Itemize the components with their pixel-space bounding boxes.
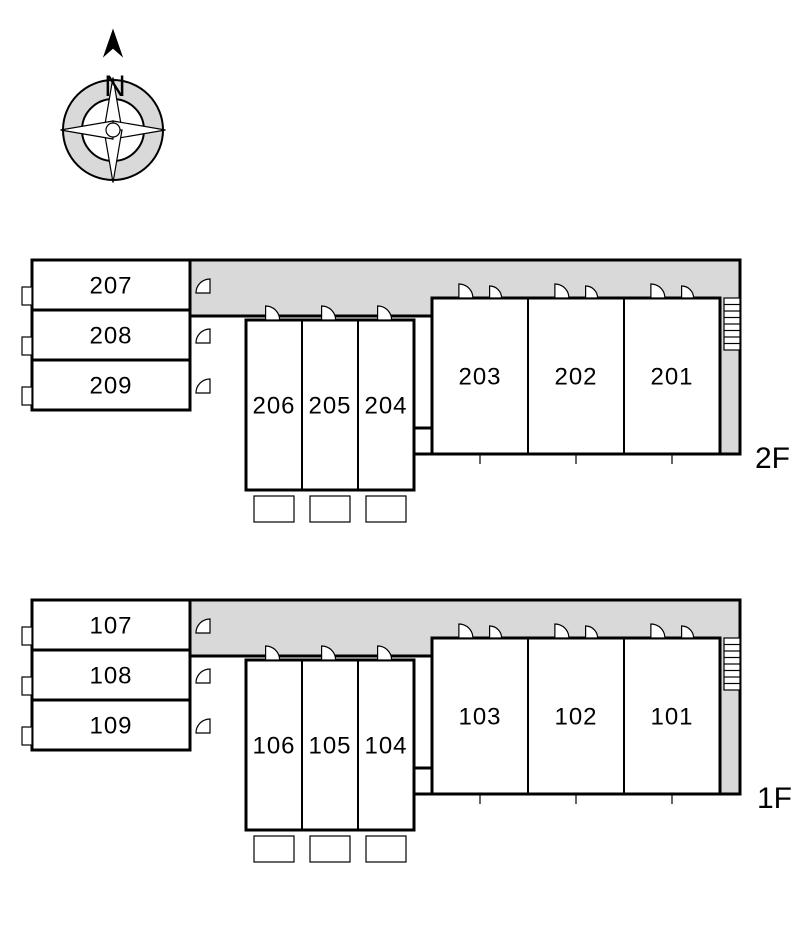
balcony-icon: [254, 836, 294, 862]
unit-label: 106: [252, 732, 295, 759]
unit-label: 207: [89, 272, 132, 299]
small-unit-block: 106 105 104: [246, 660, 414, 862]
unit-label: 102: [554, 703, 597, 730]
door-swing-icon: [196, 329, 210, 343]
door-swing-icon: [196, 719, 210, 733]
floor-label: 2F: [755, 442, 790, 475]
balcony-tab: [22, 387, 32, 405]
balcony-icon: [310, 496, 350, 522]
floor-2F: 207 208 209 206 205 204 203 202 201 2F: [22, 260, 790, 522]
balcony-icon: [254, 496, 294, 522]
left-unit-block: 107 108 109: [32, 600, 190, 750]
floor-label: 1F: [757, 782, 792, 815]
balcony-tab: [22, 627, 32, 645]
small-unit-block: 206 205 204: [246, 320, 414, 522]
unit-label: 201: [650, 363, 693, 390]
floor-1F: 107 108 109 106 105 104 103 102 101 1F: [22, 600, 792, 862]
balcony-icon: [366, 836, 406, 862]
unit-label: 109: [89, 712, 132, 739]
unit-label: 101: [650, 703, 693, 730]
balcony-tab: [22, 677, 32, 695]
unit-label: 204: [364, 392, 407, 419]
unit-label: 103: [458, 703, 501, 730]
balcony-tab: [22, 287, 32, 305]
left-unit-block: 207 208 209: [32, 260, 190, 410]
balcony-icon: [310, 836, 350, 862]
unit-label: 105: [308, 732, 351, 759]
unit-label: 104: [364, 732, 407, 759]
unit-label: 202: [554, 363, 597, 390]
big-unit-block: 103 102 101: [414, 638, 720, 804]
unit-label: 107: [89, 612, 132, 639]
balcony-icon: [366, 496, 406, 522]
unit-label: 206: [252, 392, 295, 419]
unit-label: 208: [89, 322, 132, 349]
unit-label: 205: [308, 392, 351, 419]
door-swing-icon: [196, 669, 210, 683]
unit-label: 209: [89, 372, 132, 399]
stairs-icon: [724, 638, 740, 690]
balcony-tab: [22, 337, 32, 355]
compass-north-label: N: [104, 70, 126, 103]
compass-icon: N: [61, 30, 166, 183]
stairs-icon: [724, 298, 740, 350]
big-unit-block: 203 202 201: [414, 298, 720, 464]
balcony-tab: [22, 727, 32, 745]
unit-label: 203: [458, 363, 501, 390]
floorplan-diagram: N2072082092062052042032022012F1071081091…: [0, 0, 800, 940]
door-swing-icon: [196, 379, 210, 393]
unit-label: 108: [89, 662, 132, 689]
